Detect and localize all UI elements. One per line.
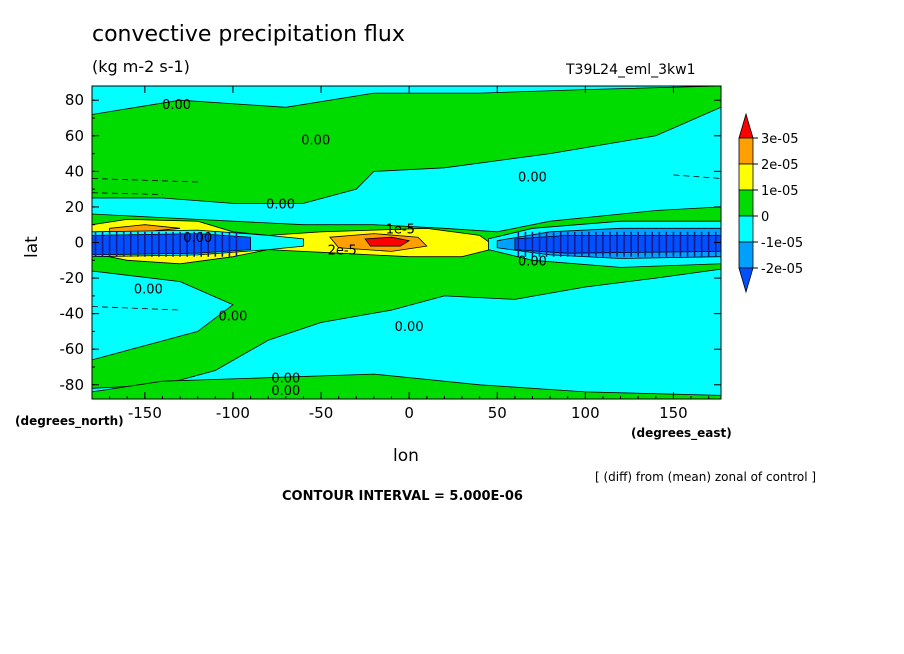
colorbar: 3e-05 2e-05 1e-05 0 -1e-05 -2e-05 <box>738 112 803 294</box>
y-axis-unit: (degrees_north) <box>15 414 124 428</box>
colorbar-swatch <box>738 163 754 191</box>
contour-region-0 <box>91 85 722 204</box>
colorbar-top-arrow <box>738 112 754 139</box>
y-axis-ticks: -80 -60 -40 -20 0 20 40 60 80 <box>60 91 721 394</box>
colorbar-swatch <box>738 215 754 243</box>
x-tick-label: -50 <box>309 404 334 422</box>
plot-regions <box>91 85 722 400</box>
contour-overlay <box>91 174 722 311</box>
colorbar-label: 1e-05 <box>761 184 799 199</box>
y-tick-label: 40 <box>65 162 84 180</box>
x-axis-unit: (degrees_east) <box>631 426 732 440</box>
contour-label: 0.00 <box>518 254 547 269</box>
x-axis-label: lon <box>393 446 419 466</box>
diff-note: [ (diff) from (mean) zonal of control ] <box>595 470 817 484</box>
negative-contour-line <box>91 178 198 183</box>
x-tick-label: -100 <box>216 404 250 422</box>
colorbar-label: -1e-05 <box>761 236 803 251</box>
contour-label: 0.00 <box>395 320 424 335</box>
y-tick-label: 0 <box>74 234 84 252</box>
y-tick-label: -20 <box>60 269 85 287</box>
contour-label: 0.00 <box>301 133 330 148</box>
y-tick-label: -80 <box>60 376 85 394</box>
colorbar-bottom-arrow <box>738 267 754 294</box>
contour-interval: CONTOUR INTERVAL = 5.000E-06 <box>282 489 523 504</box>
y-tick-label: 60 <box>65 127 84 145</box>
colorbar-swatch <box>738 189 754 217</box>
colorbar-label: 0 <box>761 210 769 225</box>
chart-units: (kg m-2 s-1) <box>92 57 190 76</box>
colorbar-swatch <box>738 241 754 269</box>
run-label: T39L24_eml_3kw1 <box>566 62 696 78</box>
y-axis-label: lat <box>22 236 42 258</box>
negative-contour-line <box>673 174 722 179</box>
contour-region-6 <box>364 236 411 247</box>
y-tick-label: 80 <box>65 91 84 109</box>
colorbar-label: -2e-05 <box>761 262 803 277</box>
x-tick-label: 50 <box>488 404 507 422</box>
contour-label: 0.00 <box>271 384 300 399</box>
contour-label: 0.00 <box>518 171 547 186</box>
contour-label: 1e-5 <box>386 222 415 237</box>
negative-contour-line <box>91 306 181 311</box>
contour-label: 0.00 <box>162 98 191 113</box>
contour-label: 0.00 <box>183 231 212 246</box>
x-tick-label: 0 <box>404 404 414 422</box>
chart-title: convective precipitation flux <box>92 22 405 47</box>
x-tick-label: 150 <box>659 404 688 422</box>
colorbar-label: 3e-05 <box>761 132 799 147</box>
contour-label: 0.00 <box>266 197 295 212</box>
contour-label: 0.00 <box>218 309 247 324</box>
contour-labels: 0.000.000.000.001e-52e-50.000.000.000.00… <box>134 98 547 399</box>
x-axis-ticks: -150 -100 -50 0 50 100 150 <box>109 86 710 422</box>
y-tick-label: -40 <box>60 305 85 323</box>
contour-label: 2e-5 <box>328 244 357 259</box>
contour-label: 0.00 <box>134 283 163 298</box>
x-tick-label: 100 <box>571 404 600 422</box>
colorbar-label: 2e-05 <box>761 158 799 173</box>
y-tick-label: 20 <box>65 198 84 216</box>
colorbar-swatch <box>738 137 754 165</box>
negative-contour-line <box>91 192 163 195</box>
y-tick-label: -60 <box>60 340 85 358</box>
x-tick-label: -150 <box>128 404 162 422</box>
contour-label: 0.00 <box>271 372 300 387</box>
